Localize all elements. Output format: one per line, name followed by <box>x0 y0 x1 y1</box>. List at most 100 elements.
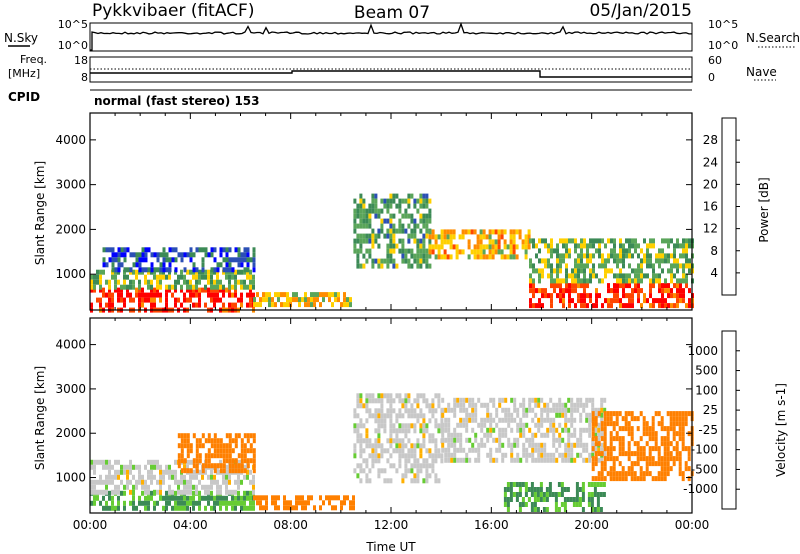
power-cell <box>688 258 691 264</box>
velocity-cell <box>210 453 214 459</box>
power-cell <box>307 302 310 308</box>
power-cell <box>580 243 583 249</box>
power-cell <box>515 254 519 260</box>
power-cell <box>649 263 652 269</box>
power-cell <box>652 243 655 249</box>
velocity-cell <box>186 484 189 490</box>
velocity-cell <box>587 502 591 507</box>
power-cell <box>568 303 571 309</box>
velocity-cell <box>192 484 195 490</box>
power-cell <box>667 238 670 244</box>
power-cell <box>670 268 673 274</box>
power-cell <box>664 238 667 244</box>
velocity-cell <box>675 451 679 457</box>
power-cell <box>386 248 390 254</box>
power-cell <box>407 213 411 219</box>
power-cell <box>189 247 193 253</box>
velocity-cell <box>597 457 601 463</box>
velocity-cell <box>585 417 589 423</box>
power-cell <box>622 263 625 269</box>
velocity-cell <box>663 436 667 442</box>
velocity-cell <box>105 489 108 495</box>
velocity-cell <box>527 497 531 502</box>
velocity-cell <box>177 458 181 464</box>
velocity-cell <box>431 438 435 444</box>
power-cell <box>512 229 516 235</box>
velocity-cell <box>531 437 535 443</box>
velocity-cell <box>340 500 343 506</box>
power-cell <box>380 258 384 264</box>
velocity-cell <box>579 397 583 403</box>
velocity-cell <box>498 402 502 408</box>
power-cell <box>628 293 631 299</box>
velocity-cell <box>600 402 604 408</box>
velocity-cell <box>486 417 490 423</box>
power-cell <box>485 234 489 240</box>
power-cell <box>210 274 213 280</box>
power-cell <box>117 247 121 253</box>
power-cell <box>616 293 619 299</box>
power-cell <box>135 292 138 298</box>
velocity-cell <box>365 463 369 469</box>
power-cell <box>144 274 147 280</box>
velocity-cell <box>156 459 159 465</box>
power-cell <box>535 243 538 249</box>
power-cell <box>449 254 453 260</box>
power-cell <box>362 238 366 244</box>
power-cell <box>419 238 423 244</box>
velocity-cell <box>465 427 469 433</box>
velocity-cell <box>180 479 183 485</box>
velocity-cell <box>126 464 129 470</box>
power-cell <box>111 257 115 263</box>
velocity-cell <box>468 402 472 408</box>
power-cell <box>625 293 628 299</box>
velocity-cell <box>90 484 93 490</box>
power-cell <box>368 203 372 209</box>
power-cell <box>574 273 577 279</box>
velocity-cell <box>447 437 451 443</box>
velocity-cell <box>597 441 601 447</box>
power-cell <box>410 248 414 254</box>
velocity-cell <box>540 442 544 448</box>
velocity-cell <box>471 447 475 453</box>
velocity-cell <box>672 411 676 417</box>
power-cell <box>670 303 673 309</box>
power-cell <box>592 263 595 269</box>
power-cell <box>198 274 201 280</box>
power-cell <box>177 279 180 285</box>
velocity-cell <box>156 489 159 495</box>
power-cell <box>249 257 253 263</box>
power-cell <box>386 243 390 249</box>
power-cell <box>688 238 691 244</box>
power-cell <box>135 257 139 263</box>
velocity-cell <box>596 497 600 502</box>
power-cell <box>491 254 495 260</box>
velocity-cell <box>618 451 622 457</box>
velocity-cell <box>183 484 186 490</box>
velocity-cell <box>183 495 186 501</box>
velocity-cell <box>540 447 544 453</box>
velocity-cell <box>660 476 664 482</box>
power-cell <box>407 248 411 254</box>
velocity-cell <box>573 442 577 448</box>
power-cell <box>601 258 604 264</box>
velocity-cell <box>123 500 126 506</box>
power-cell <box>177 252 181 258</box>
power-cell <box>120 284 123 290</box>
velocity-cell <box>422 413 426 419</box>
velocity-cell <box>588 412 592 418</box>
velocity-cell <box>237 490 240 496</box>
velocity-cell <box>590 502 594 507</box>
power-ytick-label: 2000 <box>55 222 86 236</box>
velocity-cell <box>636 446 640 452</box>
power-cell <box>637 283 640 289</box>
velocity-cell <box>126 474 129 480</box>
power-cell <box>117 257 121 263</box>
power-cell <box>682 268 685 274</box>
power-cell <box>356 233 360 239</box>
velocity-cell <box>489 412 493 418</box>
velocity-cell <box>434 453 438 459</box>
power-cell <box>398 228 402 234</box>
velocity-cell <box>606 456 610 462</box>
power-cell <box>538 303 541 309</box>
